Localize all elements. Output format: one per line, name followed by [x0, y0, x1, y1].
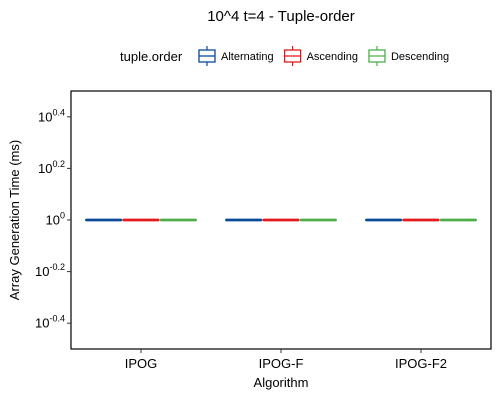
- legend-key-box-icon: [198, 46, 216, 66]
- x-tick-label-1: IPOG-F: [259, 356, 304, 371]
- y-tick-base: 10: [38, 109, 52, 124]
- y-tick-label-1: 10-0.2: [35, 262, 65, 279]
- chart-title: 10^4 t=4 - Tuple-order: [207, 8, 355, 25]
- legend-item-alternating: Alternating: [198, 46, 274, 66]
- y-tick-base: 10: [38, 161, 52, 176]
- y-tick-exponent: 0.4: [52, 107, 65, 117]
- legend-item-ascending: Ascending: [283, 46, 358, 66]
- y-tick-label-2: 100: [46, 211, 65, 228]
- y-axis-title: Array Generation Time (ms): [7, 140, 22, 300]
- legend-key-box-icon: [368, 46, 386, 66]
- x-axis: IPOG IPOG-F IPOG-F2: [125, 349, 447, 371]
- legend-title: tuple.order: [120, 49, 183, 64]
- legend-key-box-icon: [283, 46, 302, 66]
- y-tick-base: 10: [35, 316, 49, 331]
- y-tick-exponent: 0: [60, 211, 65, 221]
- legend-item-descending: Descending: [368, 46, 449, 66]
- legend-label: Descending: [391, 51, 449, 63]
- y-tick-label-0: 10-0.4: [35, 314, 65, 331]
- y-tick-exponent: -0.4: [49, 314, 65, 324]
- x-tick-label-0: IPOG: [125, 356, 158, 371]
- y-tick-base: 10: [46, 213, 60, 228]
- y-tick-exponent: -0.2: [49, 262, 65, 272]
- y-tick-exponent: 0.2: [52, 159, 65, 169]
- x-axis-title: Algorithm: [254, 375, 309, 390]
- y-tick-base: 10: [35, 264, 49, 279]
- legend: tuple.order Alternating Ascending Descendi…: [120, 46, 449, 66]
- legend-label: Ascending: [307, 51, 358, 63]
- y-tick-label-3: 100.2: [38, 159, 65, 176]
- x-tick-label-2: IPOG-F2: [395, 356, 447, 371]
- y-tick-label-4: 100.4: [38, 107, 65, 124]
- legend-label: Alternating: [221, 51, 274, 63]
